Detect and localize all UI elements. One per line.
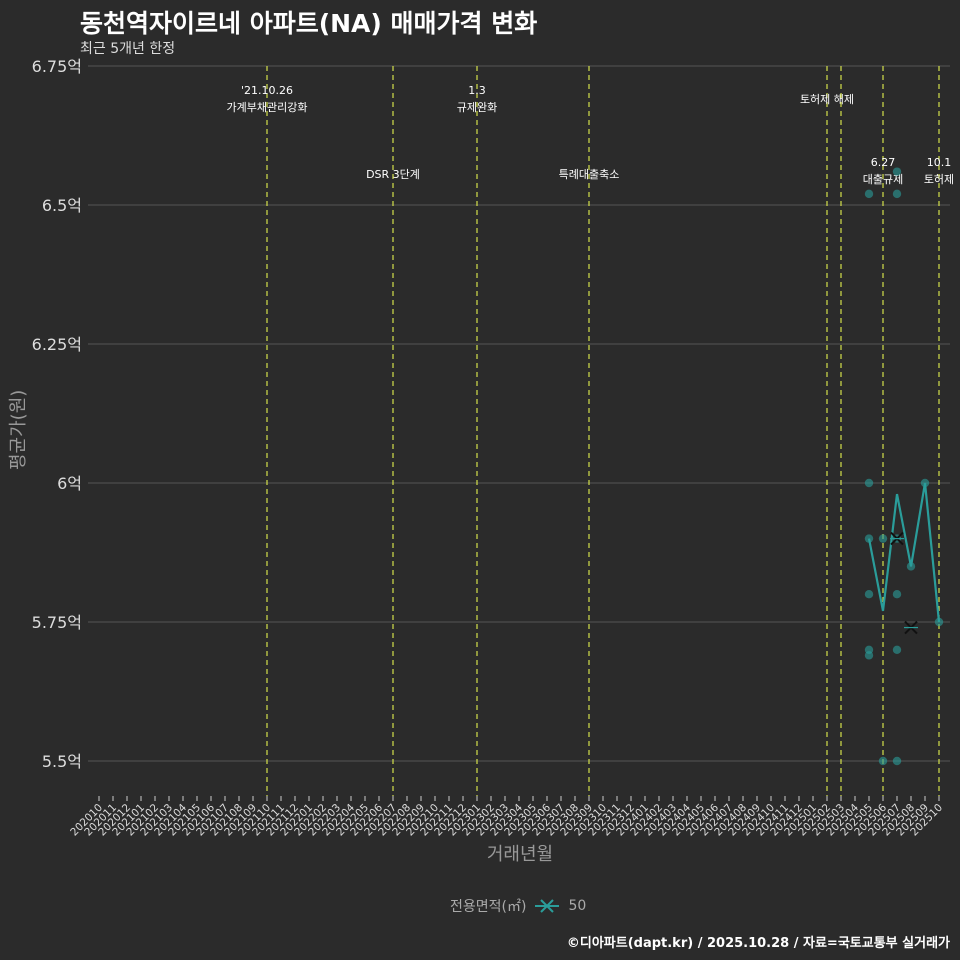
data-point	[892, 167, 902, 176]
event-annotation-date: '21.10.26	[241, 84, 293, 97]
data-point	[892, 756, 902, 766]
y-tick-label: 6.5억	[42, 196, 82, 215]
event-annotation-date: 6.27	[871, 156, 896, 169]
x-axis-label: 거래년월	[486, 844, 554, 865]
legend: 전용면적(㎡) 50	[450, 896, 586, 916]
chart-subtitle: 최근 5개년 한정	[80, 41, 176, 57]
y-tick-label: 5.5억	[42, 752, 82, 771]
data-point	[892, 645, 902, 654]
legend-title: 전용면적(㎡)	[450, 899, 527, 915]
y-axis-label: 평균가(원)	[8, 389, 29, 470]
data-point	[878, 756, 888, 766]
y-tick-label: 6.75억	[32, 57, 82, 76]
event-annotation-label: 토허제 해제	[800, 92, 854, 106]
legend-cross-line-icon	[535, 899, 560, 913]
event-annotation-label: 가계부채관리강화	[227, 101, 308, 114]
event-annotation-label: 규제완화	[457, 101, 497, 114]
data-point	[864, 651, 874, 660]
footer-credit: ©디아파트(dapt.kr) / 2025.10.28 / 자료=국토교통부 실…	[566, 936, 950, 951]
data-point	[864, 478, 874, 488]
data-point	[864, 590, 874, 599]
legend-item-label: 50	[568, 898, 587, 914]
data-point	[892, 590, 902, 599]
data-point	[892, 189, 902, 199]
chart-title: 동천역자이르네 아파트(NA) 매매가격 변화	[80, 9, 538, 38]
event-annotation-label: 토허제	[924, 173, 954, 186]
event-annotation-date: 10.1	[927, 156, 952, 169]
y-tick-label: 5.75억	[32, 613, 82, 632]
event-annotation-date: 1.3	[468, 84, 486, 97]
data-point	[864, 189, 874, 199]
event-annotation-label: 특례대출축소	[559, 168, 620, 181]
y-tick-label: 6억	[57, 474, 82, 493]
y-tick-label: 6.25억	[32, 335, 82, 354]
data-point	[878, 534, 888, 543]
series-line	[867, 482, 941, 623]
event-annotation-label: 대출규제	[863, 173, 903, 186]
event-annotation-label: DSR 3단계	[366, 168, 420, 181]
